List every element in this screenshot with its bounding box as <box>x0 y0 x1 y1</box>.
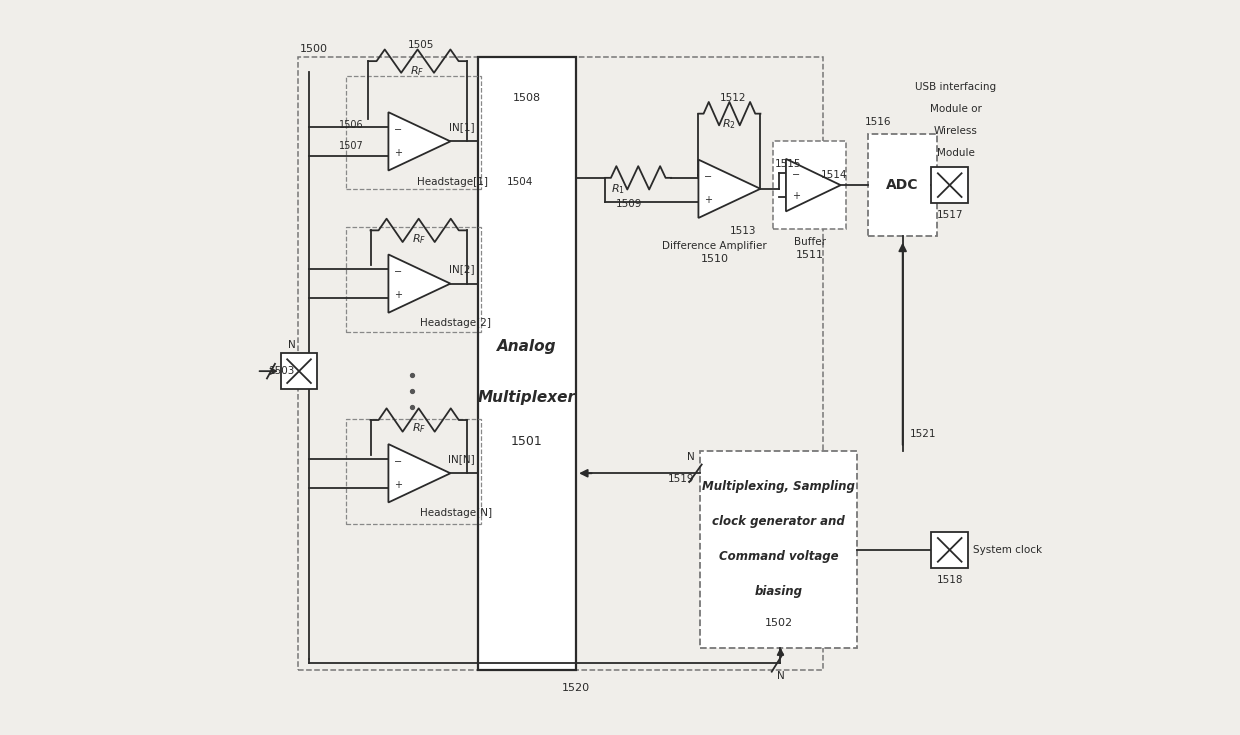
FancyBboxPatch shape <box>931 167 968 204</box>
Text: ADC: ADC <box>887 178 919 192</box>
Text: 1507: 1507 <box>340 140 365 151</box>
Text: biasing: biasing <box>755 585 802 598</box>
Text: 1512: 1512 <box>719 93 746 102</box>
Text: 1508: 1508 <box>513 93 541 103</box>
Text: −: − <box>394 267 402 277</box>
Text: N: N <box>288 340 295 350</box>
Text: IN[1]: IN[1] <box>449 122 475 132</box>
Text: 1521: 1521 <box>910 429 936 439</box>
Text: 1503: 1503 <box>268 366 295 376</box>
Text: IN[2]: IN[2] <box>449 264 475 274</box>
Text: 1514: 1514 <box>821 170 847 180</box>
Text: 1500: 1500 <box>300 43 327 54</box>
Text: 1518: 1518 <box>936 575 963 584</box>
Text: 1511: 1511 <box>796 250 823 260</box>
Text: 1517: 1517 <box>936 210 963 220</box>
FancyBboxPatch shape <box>868 134 937 236</box>
Text: +: + <box>792 190 800 201</box>
FancyBboxPatch shape <box>931 531 968 568</box>
Text: Multiplexer: Multiplexer <box>477 390 577 406</box>
Polygon shape <box>388 444 450 503</box>
Polygon shape <box>698 159 760 218</box>
Text: 1510: 1510 <box>701 254 729 264</box>
Text: +: + <box>394 148 402 158</box>
Text: Command voltage: Command voltage <box>719 550 838 563</box>
Text: $R_F$: $R_F$ <box>412 232 425 245</box>
Text: +: + <box>394 480 402 490</box>
Text: Wireless: Wireless <box>934 126 977 136</box>
Text: −: − <box>394 456 402 467</box>
Polygon shape <box>388 254 450 313</box>
Text: $R_1$: $R_1$ <box>611 182 625 196</box>
FancyBboxPatch shape <box>774 141 846 229</box>
Text: 1516: 1516 <box>864 118 890 127</box>
Text: +: + <box>394 290 402 301</box>
Text: 1519: 1519 <box>668 474 694 484</box>
FancyBboxPatch shape <box>701 451 857 648</box>
Text: Difference Amplifier: Difference Amplifier <box>662 240 768 251</box>
Text: 1506: 1506 <box>340 121 365 130</box>
Text: $R_2$: $R_2$ <box>723 117 737 131</box>
Text: 1505: 1505 <box>408 40 434 50</box>
Text: Headstage[2]: Headstage[2] <box>420 318 491 328</box>
Text: −: − <box>704 172 712 182</box>
FancyBboxPatch shape <box>477 57 577 670</box>
Text: 1520: 1520 <box>562 683 590 692</box>
Text: 1502: 1502 <box>765 618 792 628</box>
Text: +: + <box>704 196 712 206</box>
Text: −: − <box>394 125 402 135</box>
Text: System clock: System clock <box>973 545 1042 555</box>
Polygon shape <box>786 159 841 212</box>
Text: Headstage[1]: Headstage[1] <box>417 177 487 187</box>
Text: 1501: 1501 <box>511 435 543 448</box>
FancyBboxPatch shape <box>280 353 317 390</box>
Text: 1509: 1509 <box>615 199 642 209</box>
Text: USB interfacing: USB interfacing <box>915 82 996 93</box>
Text: $R_F$: $R_F$ <box>412 422 425 436</box>
Text: clock generator and: clock generator and <box>712 515 844 528</box>
Text: 1515: 1515 <box>775 159 801 169</box>
Text: Buffer: Buffer <box>794 237 826 247</box>
Text: 1504: 1504 <box>507 177 533 187</box>
Text: 1513: 1513 <box>730 226 756 236</box>
Text: Analog: Analog <box>497 340 557 354</box>
Text: $R_F$: $R_F$ <box>410 64 425 78</box>
Polygon shape <box>388 112 450 171</box>
Text: −: − <box>792 170 800 179</box>
Text: Module or: Module or <box>930 104 982 114</box>
Text: Headstage[N]: Headstage[N] <box>420 508 492 517</box>
Text: IN[N]: IN[N] <box>448 453 475 464</box>
Text: Module: Module <box>936 148 975 158</box>
Text: N: N <box>687 452 694 462</box>
Text: N: N <box>776 671 785 681</box>
Text: Multiplexing, Sampling: Multiplexing, Sampling <box>702 480 856 493</box>
